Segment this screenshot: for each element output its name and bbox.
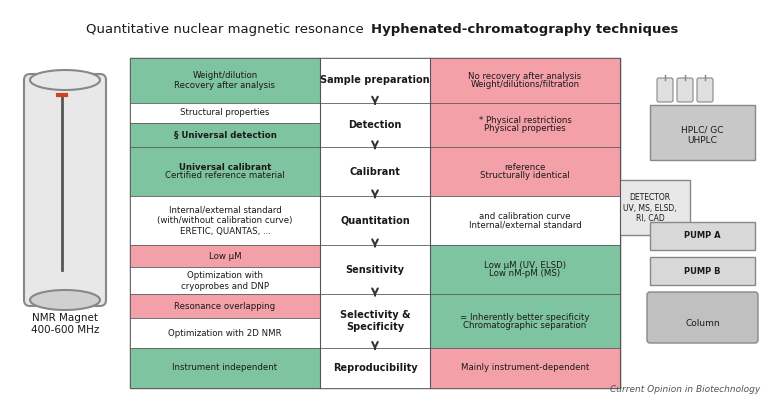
FancyBboxPatch shape — [430, 245, 620, 294]
Text: Internal/external standard
(with/without calibration curve)
ERETIC, QUANTAS, ...: Internal/external standard (with/without… — [157, 206, 293, 236]
Text: Universal calibrant: Universal calibrant — [179, 163, 271, 172]
Text: 400-600 MHz: 400-600 MHz — [31, 325, 99, 335]
FancyBboxPatch shape — [430, 58, 620, 103]
FancyBboxPatch shape — [320, 196, 430, 245]
FancyBboxPatch shape — [130, 147, 320, 196]
FancyBboxPatch shape — [130, 123, 320, 147]
FancyBboxPatch shape — [130, 348, 320, 388]
Text: PUMP B: PUMP B — [684, 266, 721, 276]
Text: Instrument independent: Instrument independent — [172, 364, 278, 372]
FancyBboxPatch shape — [677, 78, 693, 102]
FancyBboxPatch shape — [657, 78, 673, 102]
Text: Mainly instrument-dependent: Mainly instrument-dependent — [461, 364, 589, 372]
Text: Calibrant: Calibrant — [350, 167, 401, 177]
FancyBboxPatch shape — [430, 147, 620, 196]
Bar — [130, 58, 620, 388]
FancyBboxPatch shape — [430, 294, 620, 348]
Text: Weight/dilution
Recovery after analysis: Weight/dilution Recovery after analysis — [174, 71, 276, 90]
FancyBboxPatch shape — [430, 196, 620, 245]
FancyBboxPatch shape — [320, 58, 430, 103]
Text: and calibration curve: and calibration curve — [479, 212, 571, 221]
FancyBboxPatch shape — [24, 74, 106, 306]
FancyBboxPatch shape — [130, 245, 320, 267]
Text: NMR Magnet: NMR Magnet — [32, 313, 98, 323]
Text: Resonance overlapping: Resonance overlapping — [174, 302, 276, 311]
Text: Sensitivity: Sensitivity — [346, 265, 405, 275]
Text: Weight/dilutions/filtration: Weight/dilutions/filtration — [470, 80, 580, 89]
Text: Low μM: Low μM — [208, 252, 242, 261]
Text: Structural properties: Structural properties — [181, 108, 269, 117]
FancyBboxPatch shape — [320, 103, 430, 147]
FancyBboxPatch shape — [610, 180, 690, 235]
Text: * Physical restrictions: * Physical restrictions — [479, 116, 571, 125]
FancyBboxPatch shape — [430, 103, 620, 147]
FancyBboxPatch shape — [650, 105, 755, 160]
Text: DETECTOR
UV, MS, ELSD,
RI, CAD: DETECTOR UV, MS, ELSD, RI, CAD — [623, 193, 677, 223]
Text: Selectivity &
Specificity: Selectivity & Specificity — [340, 310, 410, 332]
Text: reference: reference — [504, 163, 546, 172]
Text: Quantitative nuclear magnetic resonance: Quantitative nuclear magnetic resonance — [86, 23, 364, 37]
Text: Physical properties: Physical properties — [484, 125, 566, 133]
Text: Low nM-pM (MS): Low nM-pM (MS) — [489, 269, 560, 278]
FancyBboxPatch shape — [650, 222, 755, 250]
FancyBboxPatch shape — [320, 245, 430, 294]
Text: PUMP A: PUMP A — [684, 231, 721, 241]
FancyBboxPatch shape — [130, 267, 320, 294]
FancyBboxPatch shape — [130, 58, 320, 103]
FancyBboxPatch shape — [130, 294, 320, 318]
Text: Column: Column — [686, 320, 720, 328]
Text: Optimization with
cryoprobes and DNP: Optimization with cryoprobes and DNP — [181, 271, 269, 291]
Ellipse shape — [30, 70, 100, 90]
Text: Structurally identical: Structurally identical — [480, 171, 570, 180]
FancyBboxPatch shape — [130, 103, 320, 123]
FancyBboxPatch shape — [650, 257, 755, 285]
FancyBboxPatch shape — [430, 348, 620, 388]
FancyBboxPatch shape — [647, 292, 758, 343]
Ellipse shape — [30, 290, 100, 310]
Text: Low μM (UV, ELSD): Low μM (UV, ELSD) — [484, 261, 566, 270]
FancyBboxPatch shape — [320, 348, 430, 388]
Text: HPLC/ GC
UHPLC: HPLC/ GC UHPLC — [681, 125, 723, 145]
Text: = Inherently better specificity: = Inherently better specificity — [460, 313, 590, 322]
FancyBboxPatch shape — [130, 196, 320, 245]
Text: No recovery after analysis: No recovery after analysis — [469, 72, 581, 81]
Text: § Universal detection: § Universal detection — [174, 131, 276, 139]
Text: Certified reference material: Certified reference material — [165, 171, 285, 180]
Text: Quantitation: Quantitation — [340, 216, 410, 226]
Text: Chromatographic separation: Chromatographic separation — [463, 321, 587, 330]
Text: Sample preparation: Sample preparation — [320, 75, 430, 85]
Text: Hyphenated-chromatography techniques: Hyphenated-chromatography techniques — [371, 23, 679, 37]
Text: Reproducibility: Reproducibility — [333, 363, 418, 373]
FancyBboxPatch shape — [130, 318, 320, 348]
FancyBboxPatch shape — [697, 78, 713, 102]
Text: Internal/external standard: Internal/external standard — [469, 220, 581, 229]
Text: Optimization with 2D NMR: Optimization with 2D NMR — [168, 329, 282, 338]
FancyBboxPatch shape — [320, 147, 430, 196]
FancyBboxPatch shape — [320, 294, 430, 348]
Text: Detection: Detection — [348, 120, 401, 130]
Text: Current Opinion in Biotechnology: Current Opinion in Biotechnology — [610, 386, 760, 395]
